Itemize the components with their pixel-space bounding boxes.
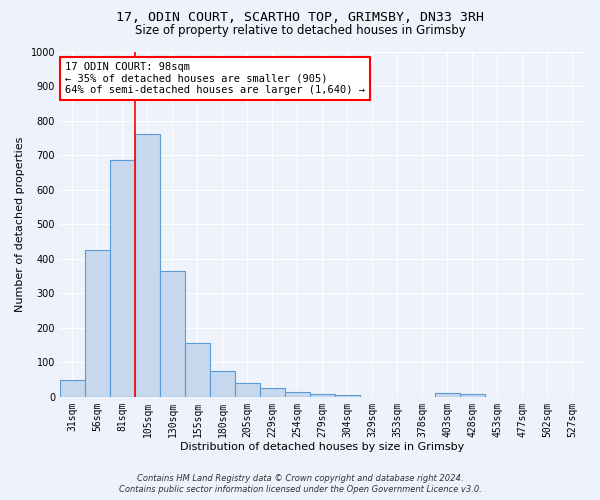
Bar	[135, 134, 160, 397]
Bar	[60, 380, 85, 397]
Bar	[210, 371, 235, 397]
Bar	[110, 160, 135, 397]
Bar	[260, 388, 285, 397]
Y-axis label: Number of detached properties: Number of detached properties	[15, 136, 25, 312]
Bar	[85, 250, 110, 397]
Bar	[335, 395, 360, 397]
Text: Size of property relative to detached houses in Grimsby: Size of property relative to detached ho…	[134, 24, 466, 37]
Bar	[285, 392, 310, 397]
Text: Contains HM Land Registry data © Crown copyright and database right 2024.
Contai: Contains HM Land Registry data © Crown c…	[119, 474, 481, 494]
Bar	[160, 271, 185, 397]
Bar	[460, 394, 485, 397]
X-axis label: Distribution of detached houses by size in Grimsby: Distribution of detached houses by size …	[181, 442, 464, 452]
Bar	[185, 344, 210, 397]
Text: 17 ODIN COURT: 98sqm
← 35% of detached houses are smaller (905)
64% of semi-deta: 17 ODIN COURT: 98sqm ← 35% of detached h…	[65, 62, 365, 95]
Bar	[310, 394, 335, 397]
Bar	[435, 394, 460, 397]
Bar	[235, 383, 260, 397]
Text: 17, ODIN COURT, SCARTHO TOP, GRIMSBY, DN33 3RH: 17, ODIN COURT, SCARTHO TOP, GRIMSBY, DN…	[116, 11, 484, 24]
